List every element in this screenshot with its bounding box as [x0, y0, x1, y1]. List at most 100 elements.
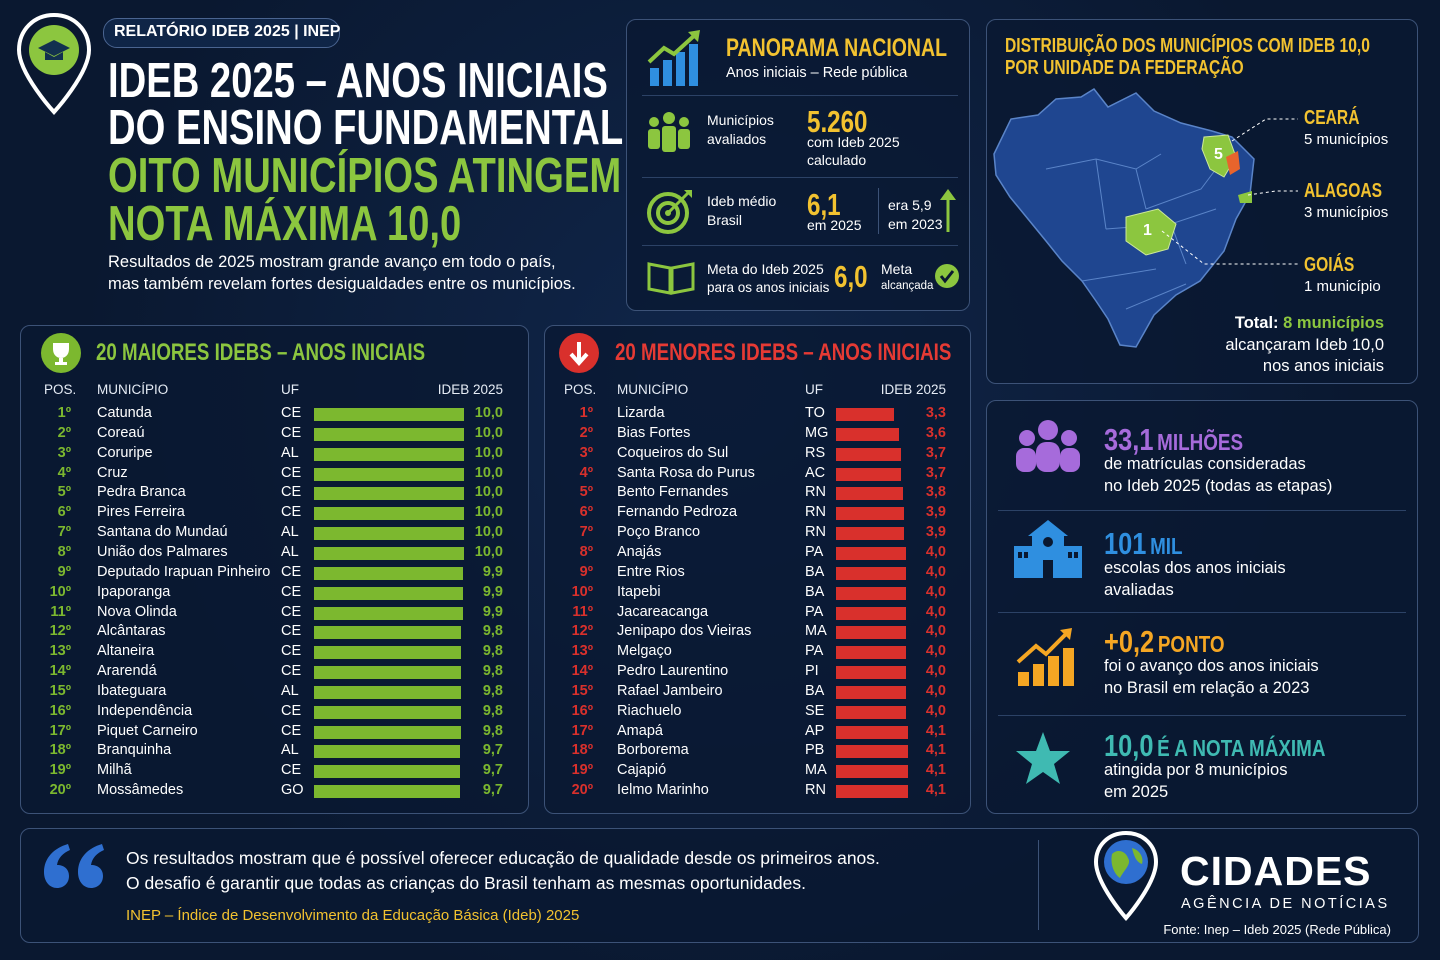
uf: CE — [281, 583, 302, 600]
municipality: Deputado Irapuan Pinheiro — [97, 563, 271, 580]
status-text: Meta — [881, 261, 913, 277]
municipality: Alcântaras — [97, 623, 166, 640]
position: 18º — [571, 742, 593, 759]
uf: RN — [805, 504, 826, 521]
municipality: Catunda — [97, 405, 152, 421]
panorama-title: PANORAMA NACIONAL — [726, 34, 947, 62]
position: 14º — [49, 663, 71, 680]
position: 15º — [49, 682, 71, 699]
uf: BA — [805, 682, 825, 699]
municipality: Anajás — [617, 543, 662, 560]
stat-value: 5.260 — [807, 104, 868, 139]
value-label: 3,8 — [925, 484, 946, 501]
value-label: 4,0 — [925, 543, 946, 560]
municipality: Melgaço — [617, 643, 672, 660]
value-label: 3,9 — [925, 524, 946, 541]
position: 13º — [49, 643, 71, 660]
bar — [314, 408, 464, 421]
bar — [314, 507, 464, 521]
position: 15º — [571, 682, 593, 699]
stat-text: no Ideb 2025 (todas as etapas) — [1104, 477, 1333, 495]
divider — [1038, 840, 1039, 930]
uf: RS — [805, 444, 826, 461]
bar — [314, 725, 461, 739]
uf: PA — [805, 643, 824, 660]
stat-text: avaliadas — [1104, 581, 1174, 599]
position: 5º — [579, 484, 593, 501]
position: 2º — [579, 424, 593, 441]
stat-label: avaliados — [707, 131, 767, 147]
uf: RN — [805, 484, 826, 501]
uf: AL — [281, 682, 299, 699]
municipality: Itapebi — [617, 583, 661, 600]
position: 4º — [57, 464, 71, 481]
headline-line: OITO MUNICÍPIOS ATINGEM — [108, 149, 622, 203]
uf: SE — [805, 702, 825, 719]
uf: CE — [281, 643, 302, 660]
bar — [836, 427, 900, 441]
table-title: 20 MENORES IDEBS – ANOS INICIAIS — [615, 339, 952, 366]
bar — [836, 467, 901, 481]
stat-note: em 2025 — [807, 217, 862, 233]
table-title: 20 MAIORES IDEBS – ANOS INICIAIS — [96, 339, 426, 366]
position: 10º — [571, 583, 593, 600]
uf: MG — [805, 424, 829, 441]
students-icon — [1016, 420, 1080, 472]
value-label: 3,9 — [925, 504, 946, 521]
municipality: Pedra Branca — [97, 484, 186, 501]
bar — [836, 606, 907, 620]
value-label: 9,8 — [482, 623, 503, 640]
value-label: 4,0 — [925, 663, 946, 680]
stat-note: calculado — [807, 152, 867, 168]
position: 3º — [579, 444, 593, 461]
down-icon — [559, 333, 599, 373]
position: 2º — [57, 424, 71, 441]
position: 1º — [579, 405, 593, 421]
uf: CE — [281, 603, 302, 620]
quote-icon — [44, 844, 104, 888]
uf: BA — [805, 563, 825, 580]
divider — [642, 245, 958, 246]
value-label: 10,0 — [474, 424, 503, 441]
school-icon — [1014, 520, 1082, 578]
stat-label: Ideb médio — [707, 193, 777, 209]
brand-subtitle: AGÊNCIA DE NOTÍCIAS — [1181, 896, 1390, 912]
bar — [314, 546, 464, 560]
municipality: Jenipapo dos Vieiras — [617, 623, 752, 640]
uf: RN — [805, 524, 826, 541]
up-arrow — [940, 189, 956, 232]
uf: BA — [805, 583, 825, 600]
value-label: 9,7 — [482, 782, 503, 799]
value-label: 3,7 — [925, 444, 946, 461]
value-label: 4,1 — [925, 762, 946, 779]
state-detail: 5 municípios — [1304, 131, 1389, 148]
stat-headline: 101 MIL — [1104, 526, 1183, 562]
position: 16º — [49, 702, 71, 719]
municipality: Ibateguara — [97, 682, 167, 699]
map-marker: 5 — [1214, 146, 1223, 163]
bar — [314, 586, 463, 600]
credit: Fonte: Inep – Ideb 2025 (Rede Pública) — [1163, 922, 1391, 937]
uf: GO — [281, 782, 304, 799]
previous-value: era 5,9 — [888, 197, 932, 213]
municipality: Branquinha — [97, 742, 172, 759]
uf: PA — [805, 543, 824, 560]
bottom-table-panel — [544, 325, 971, 814]
brand-name: CIDADES — [1180, 848, 1372, 894]
state-name: CEARÁ — [1304, 107, 1360, 129]
stat-text: de matrículas consideradas — [1104, 455, 1306, 473]
bar — [314, 685, 461, 699]
bar — [314, 626, 461, 640]
value-label: 10,0 — [474, 444, 503, 461]
municipality: Fernando Pedroza — [617, 504, 738, 521]
bar — [314, 666, 461, 680]
stat-unit: MILHÕES — [1157, 429, 1244, 455]
municipality: Borborema — [617, 742, 689, 759]
uf: AP — [805, 722, 825, 739]
value-label: 9,7 — [482, 762, 503, 779]
position: 11º — [572, 603, 593, 620]
stat-text: atingida por 8 municípios — [1104, 761, 1288, 779]
uf: AL — [281, 742, 299, 759]
municipality: Independência — [97, 702, 193, 719]
value-label: 10,0 — [474, 524, 503, 541]
